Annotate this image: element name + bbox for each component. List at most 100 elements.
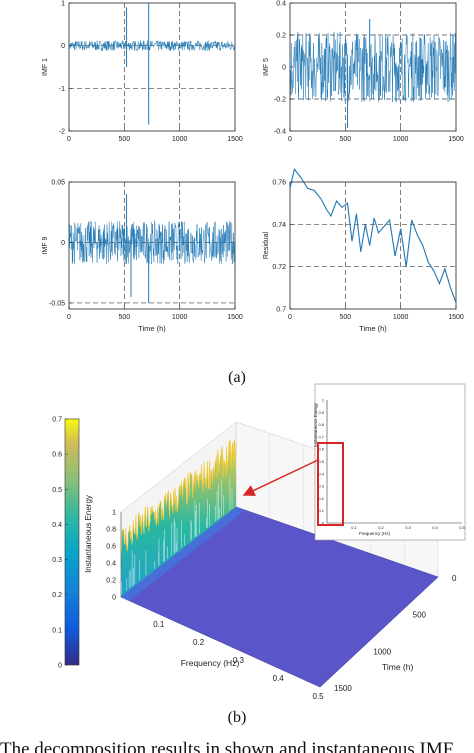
y-tick-label: 0	[282, 65, 286, 72]
subfigure-label-b: (b)	[227, 709, 247, 726]
z-tick-label: 0.8	[106, 527, 116, 534]
y-tick-label: 0	[61, 240, 65, 247]
subfigure-label-a: (a)	[228, 369, 246, 386]
x-tick-label: 1000	[393, 314, 409, 321]
inset-y-tick-label: 0.2	[318, 496, 324, 501]
inset-plot: 1 0.9 0.8 0.7 0.6 0.5 0.4 0.3 0.2 0.1 0 0.1 0.2 0.3 0.…	[313, 383, 466, 541]
x-tick-label: 1000	[172, 136, 188, 143]
y-tick-label: 0.74	[272, 222, 286, 229]
y-tick-label: -2	[59, 129, 65, 136]
x-tick-label: 1000	[393, 136, 409, 143]
inset-y-tick-label: 0.9	[318, 410, 324, 415]
energy-wall-top	[120, 439, 237, 558]
y-tick-label: 1	[61, 1, 65, 8]
freq-tick-label: 0.4	[273, 674, 285, 683]
y-tick-label: -1	[59, 86, 65, 93]
inset-y-tick-label: 0.5	[318, 459, 324, 464]
inset-x-axis-label: Frequency (Hz)	[359, 531, 391, 536]
pointer-arrow	[242, 459, 319, 496]
x-tick-label: 1500	[448, 136, 464, 143]
colorbar-tick-label: 0.6	[52, 452, 62, 459]
y-axis-label: IMF 5	[263, 58, 270, 76]
z-tick-label: 1	[112, 510, 116, 517]
inset-y-tick-label: 0.3	[318, 484, 324, 489]
colorbar-tick-label: 0.5	[52, 487, 62, 494]
z-tick-label: 0.6	[106, 544, 116, 551]
x-tick-label: 500	[339, 314, 351, 321]
inset-y-tick-label: 1	[322, 398, 325, 403]
y-tick-label: 0.72	[272, 264, 286, 271]
inset-x-tick-label: 0.1	[351, 525, 357, 530]
colorbar-tick-label: 0	[58, 663, 62, 670]
series-line	[68, 220, 236, 265]
inset-x-tick-label: 0.4	[432, 525, 438, 530]
z-tick-label: 0.2	[106, 578, 116, 585]
panel-imf-5: 0 500 1000 1500 -0.4 -0.2 0 0.2 0.4 IMF 5	[263, 1, 464, 144]
highlight-box	[317, 442, 344, 526]
y-tick-label: 0	[61, 43, 65, 50]
colorbar-tick-label: 0.1	[52, 627, 62, 634]
freq-tick-label: 0.3	[233, 656, 245, 665]
series-line	[289, 168, 457, 303]
panel-residual: 0 500 1000 1500 0.7 0.72 0.74 0.76 Residual Time …	[263, 168, 464, 333]
x-tick-label: 1500	[448, 314, 464, 321]
x-tick-label: 500	[339, 136, 351, 143]
y-tick-label: 0.4	[276, 1, 286, 8]
freq-tick-label: 0.2	[193, 638, 205, 647]
x-tick-label: 500	[118, 136, 130, 143]
x-axis-label: Time (h)	[359, 324, 387, 333]
time-tick-label: 1500	[334, 684, 352, 693]
y-tick-label: 0.2	[276, 33, 286, 40]
x-axis-label: Time (h)	[138, 324, 166, 333]
y-tick-label: -0.2	[274, 97, 286, 104]
inset-x-tick-label: 0.3	[405, 525, 411, 530]
series-line	[289, 31, 457, 103]
time-axis-label: Time (h)	[382, 662, 413, 672]
surface-skirt	[121, 507, 244, 601]
y-axis-label: Residual	[263, 231, 270, 259]
axes-frame	[289, 181, 457, 310]
inset-frame	[314, 383, 466, 541]
freq-tick-label: 0.1	[153, 620, 165, 629]
inset-y-tick-label: 0.8	[318, 422, 324, 427]
y-tick-label: -0.05	[49, 300, 65, 307]
x-tick-label: 0	[67, 136, 71, 143]
panel-imf-1: 0 500 1000 1500 -2 -1 0 1 IMF 1	[42, 1, 243, 144]
series-line	[68, 40, 236, 52]
y-tick-label: 0.05	[51, 180, 65, 187]
inset-y-tick-label: 0.6	[318, 447, 324, 452]
axes-frame	[68, 2, 236, 132]
colorbar	[64, 418, 80, 666]
z-tick-label: 0.4	[106, 561, 116, 568]
colorbar-tick-label: 0.3	[52, 557, 62, 564]
inset-y-axis-label: Instantaneous Energy	[313, 402, 318, 447]
y-tick-label: 0.76	[272, 180, 286, 187]
body-text-cut: The decomposition results in shown and i…	[0, 739, 454, 753]
x-tick-label: 0	[288, 136, 292, 143]
z-tick-label: 0	[112, 595, 116, 602]
y-axis-label: IMF 1	[42, 58, 49, 76]
x-tick-label: 1500	[227, 136, 243, 143]
time-tick-label: 1000	[373, 647, 391, 656]
energy-wall	[121, 439, 236, 597]
time-tick-label: 500	[413, 611, 427, 620]
axes-frame	[68, 181, 236, 310]
x-tick-label: 1000	[172, 314, 188, 321]
inset-y-tick-label: 0.7	[318, 434, 324, 439]
x-tick-label: 0	[288, 314, 292, 321]
y-tick-label: 0.7	[276, 307, 286, 314]
time-tick-label: 0	[452, 574, 457, 583]
x-tick-label: 0	[67, 314, 71, 321]
inset-y-tick-label: 0.1	[318, 508, 324, 513]
colorbar-label: Instantaneous Energy	[84, 495, 93, 573]
x-tick-label: 500	[118, 314, 130, 321]
y-axis-label: IMF 9	[42, 236, 49, 254]
x-tick-label: 1500	[227, 314, 243, 321]
inset-y-tick-label: 0	[322, 521, 325, 526]
inset-x-tick-label: 0.5	[459, 525, 465, 530]
inset-x-tick-label: 0.2	[378, 525, 384, 530]
colorbar-tick-label: 0.4	[52, 522, 62, 529]
colorbar-tick-label: 0.7	[52, 417, 62, 424]
